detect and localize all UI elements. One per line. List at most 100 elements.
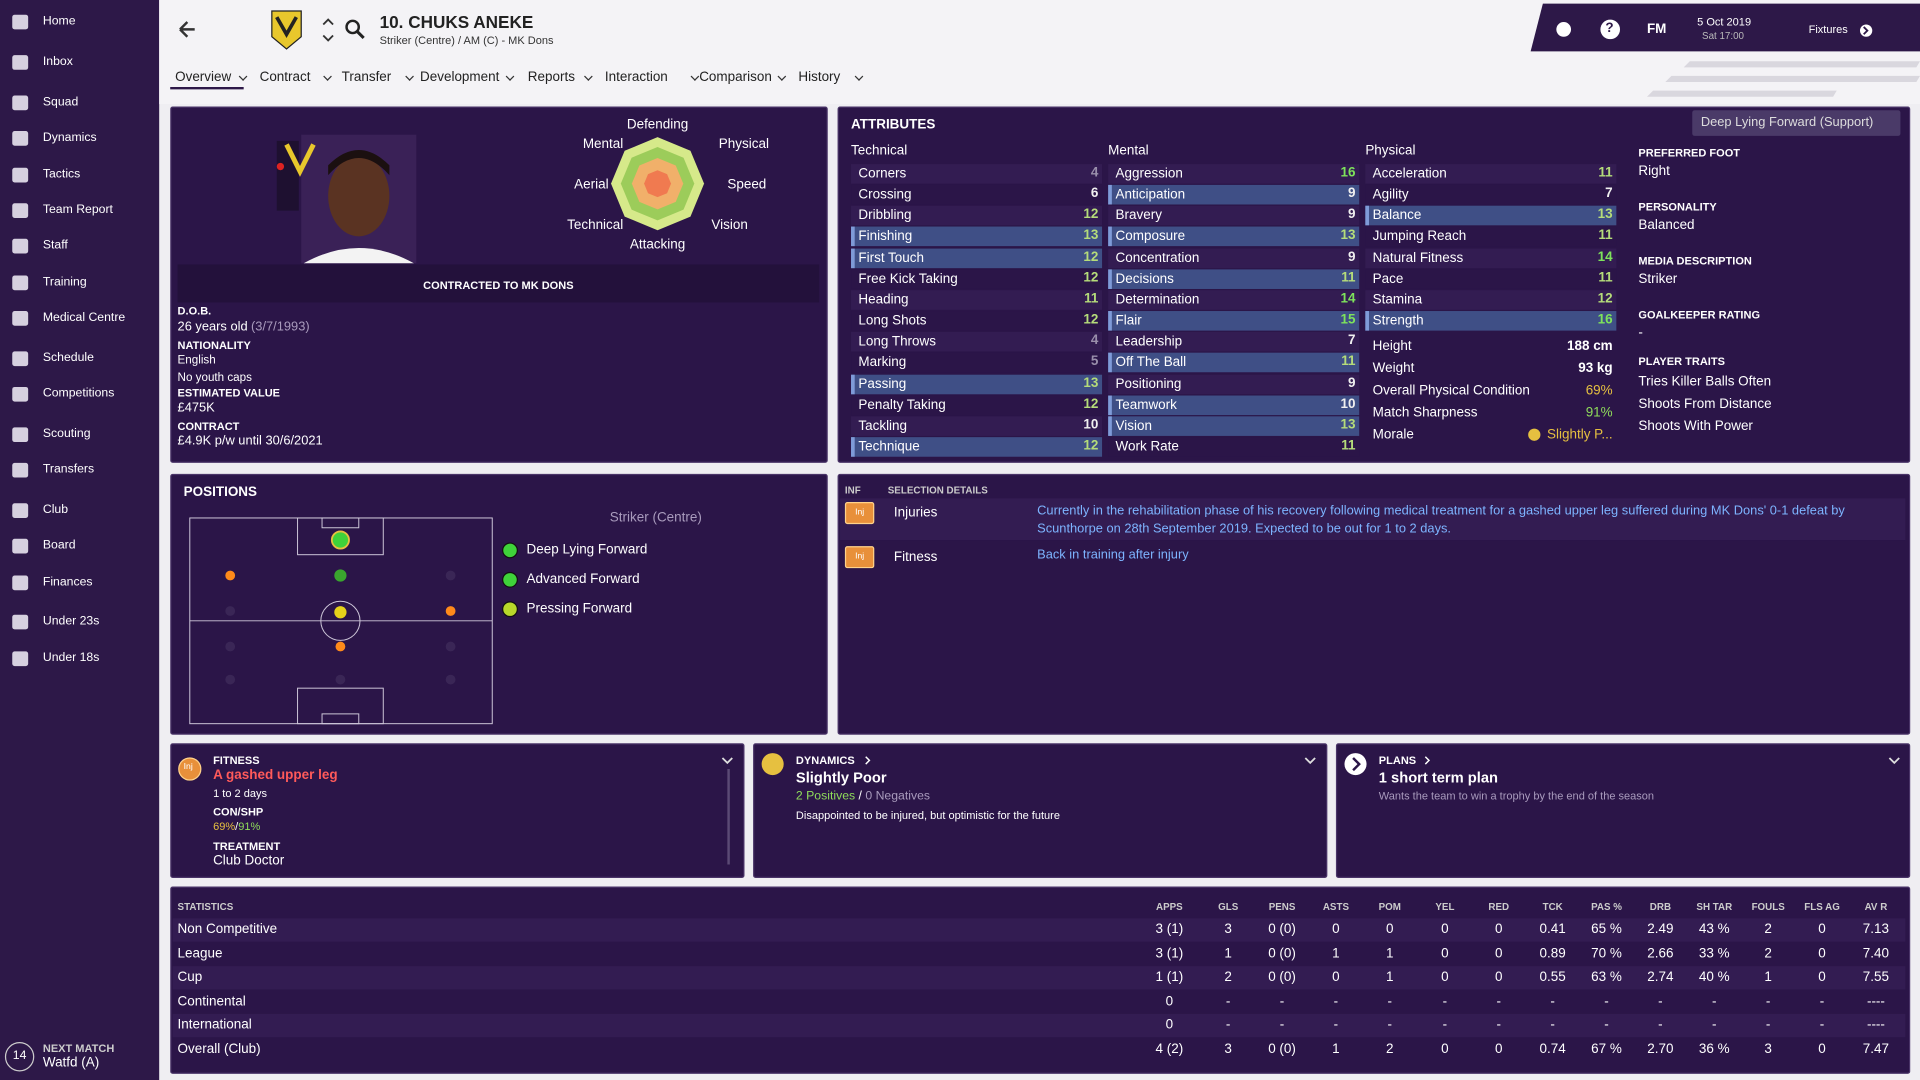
attribute-value: 13 xyxy=(1340,228,1356,243)
attribute-name: Natural Fitness xyxy=(1372,250,1464,266)
stat-cell: - xyxy=(1658,1017,1663,1033)
physical-label: Weight xyxy=(1372,361,1415,376)
selection-text[interactable]: Currently in the rehabilitation phase of… xyxy=(1037,503,1845,537)
selection-label: Fitness xyxy=(893,549,938,565)
nav-icon xyxy=(12,167,29,183)
nav-item[interactable]: Staff xyxy=(42,238,68,253)
tab[interactable]: Development xyxy=(420,69,500,85)
attribute-row xyxy=(851,374,1103,394)
nav-item[interactable]: Under 23s xyxy=(42,614,100,629)
stat-cell: 3 xyxy=(1764,1041,1772,1057)
tab[interactable]: Contract xyxy=(259,69,311,85)
nav-item[interactable]: Medical Centre xyxy=(42,311,126,325)
attribute-value: 11 xyxy=(1084,291,1099,306)
next-match-value[interactable]: Watfd (A) xyxy=(42,1055,100,1071)
nav-item[interactable]: Club xyxy=(42,503,69,517)
radar-label: Technical xyxy=(567,217,624,233)
nav-item[interactable]: Dynamics xyxy=(42,131,97,145)
selection-text[interactable]: Back in training after injury xyxy=(1037,547,1189,563)
tab[interactable]: Comparison xyxy=(699,69,772,85)
stat-cell: - xyxy=(1604,1017,1609,1033)
tab[interactable]: Interaction xyxy=(604,69,668,85)
attribute-name: Teamwork xyxy=(1115,397,1177,413)
nav-icon xyxy=(12,203,29,218)
nav-icon xyxy=(12,651,29,667)
radar-label: Defending xyxy=(626,117,689,133)
nav-icon xyxy=(12,614,29,630)
player-name: 10. CHUKS ANEKE xyxy=(379,12,534,32)
attribute-value: 9 xyxy=(1348,249,1356,264)
stat-row-label: League xyxy=(177,945,223,961)
physical-label: Height xyxy=(1372,339,1412,354)
fixtures-button[interactable]: Fixtures xyxy=(1808,23,1848,36)
stat-header: POM xyxy=(1378,901,1401,913)
attribute-name: First Touch xyxy=(858,250,924,266)
tab[interactable]: History xyxy=(798,69,841,85)
nav-icon xyxy=(12,386,29,402)
role-dropdown[interactable]: Deep Lying Forward (Support) xyxy=(1692,110,1901,136)
attribute-row xyxy=(1365,227,1617,247)
nav-item[interactable]: Board xyxy=(42,538,76,553)
nav-icon xyxy=(12,238,29,254)
radar-label: Speed xyxy=(727,177,767,193)
stat-header: APPS xyxy=(1156,901,1183,913)
nav-item[interactable]: Transfers xyxy=(42,462,95,477)
attribute-row xyxy=(1108,269,1360,289)
value: £475K xyxy=(177,400,215,416)
stat-row-label: Non Competitive xyxy=(177,922,278,937)
positives: 2 Positives xyxy=(795,789,856,804)
tab[interactable]: Overview xyxy=(175,69,232,85)
nav-item[interactable]: Finances xyxy=(42,575,93,589)
nav-item[interactable]: Home xyxy=(42,14,76,29)
nav-item[interactable]: Training xyxy=(42,275,87,289)
nav-item[interactable]: Team Report xyxy=(42,203,113,217)
tab[interactable]: Reports xyxy=(527,69,575,85)
stat-cell: - xyxy=(1496,993,1502,1009)
help-icon[interactable]: ? xyxy=(1605,20,1614,36)
attribute-name: Passing xyxy=(858,376,907,392)
attribute-row xyxy=(851,227,1103,247)
stat-cell: 70 % xyxy=(1591,945,1622,961)
dob-label: D.O.B. xyxy=(177,304,212,318)
nav-item[interactable]: Scouting xyxy=(42,427,91,441)
nav-item[interactable]: Squad xyxy=(42,95,79,109)
nav-item[interactable]: Schedule xyxy=(42,351,94,365)
stat-cell: - xyxy=(1442,1017,1448,1033)
stat-row-label: International xyxy=(177,1017,252,1033)
stat-cell: 7.40 xyxy=(1862,945,1890,961)
attribute-value: 12 xyxy=(1083,438,1099,453)
attribute-row xyxy=(1365,248,1617,268)
stat-row-label: Cup xyxy=(177,969,203,985)
plans-title[interactable]: PLANS xyxy=(1378,754,1417,767)
stat-cell: - xyxy=(1225,1017,1231,1033)
fitness-title[interactable]: FITNESS xyxy=(213,754,260,767)
stat-header: YEL xyxy=(1435,901,1455,913)
next-match-badge[interactable]: 14 xyxy=(4,1042,35,1072)
stat-cell: 7.47 xyxy=(1862,1041,1890,1057)
stat-cell: - xyxy=(1550,1017,1555,1033)
nav-item[interactable]: Inbox xyxy=(42,55,73,69)
attribute-name: Flair xyxy=(1115,313,1142,329)
attribute-name: Decisions xyxy=(1115,271,1174,287)
dob-date: (3/7/1993) xyxy=(251,319,310,335)
selection-label: Injuries xyxy=(893,505,938,521)
nav-item[interactable]: Tactics xyxy=(42,167,81,182)
attribute-value: 13 xyxy=(1083,228,1099,243)
attribute-row xyxy=(851,269,1103,289)
dynamics-card xyxy=(753,743,1328,878)
tab[interactable]: Transfer xyxy=(341,69,392,85)
dynamics-counts: 2 Positives / 0 Negatives xyxy=(796,790,930,803)
stat-cell: - xyxy=(1712,993,1717,1009)
attribute-row xyxy=(1108,437,1360,457)
plans-card xyxy=(1335,743,1911,878)
physical-value: 93 kg xyxy=(1578,361,1613,376)
nav-item[interactable]: Under 18s xyxy=(42,651,100,665)
dynamics-title[interactable]: DYNAMICS xyxy=(795,754,855,767)
attribute-name: Long Throws xyxy=(858,334,936,350)
fm-button[interactable]: FM xyxy=(1646,22,1667,37)
nav-item[interactable]: Competitions xyxy=(42,386,115,401)
stat-cell: 2 xyxy=(1386,1041,1394,1057)
role-name: Advanced Forward xyxy=(526,571,640,587)
stat-cell: 1 (1) xyxy=(1155,969,1184,985)
